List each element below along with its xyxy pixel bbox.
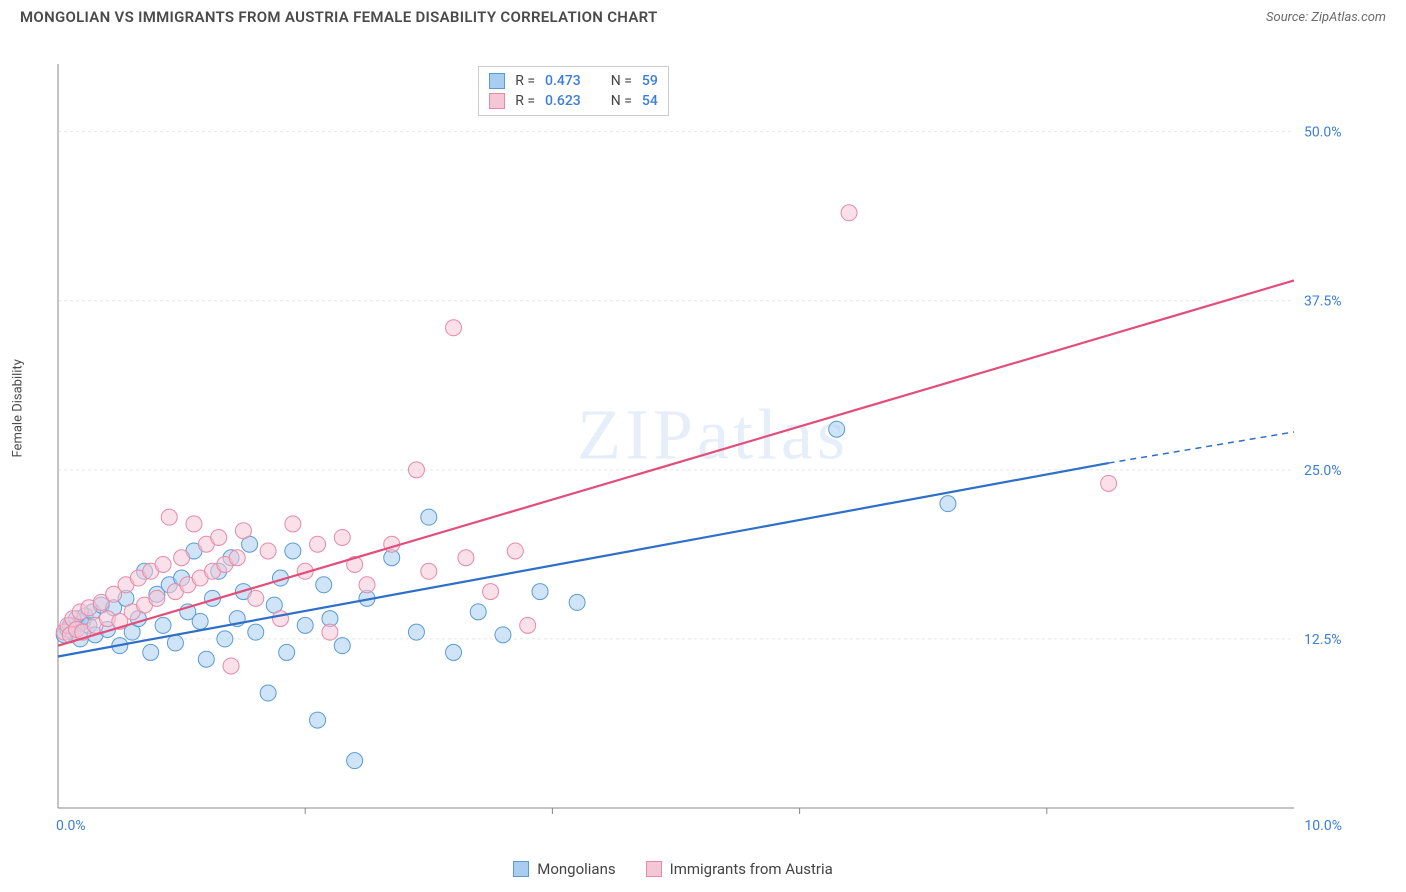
swatch-icon — [489, 73, 505, 89]
legend-label: Immigrants from Austria — [670, 860, 833, 878]
legend-label: Mongolians — [537, 860, 615, 878]
y-axis-label: Female Disability — [11, 359, 26, 457]
svg-text:ZIPatlas: ZIPatlas — [577, 394, 849, 474]
n-value: 59 — [642, 73, 658, 89]
swatch-icon — [646, 861, 662, 877]
legend-item-austria: Immigrants from Austria — [646, 860, 833, 878]
r-label: R = — [515, 93, 535, 109]
swatch-icon — [489, 93, 505, 109]
chart-title: MONGOLIAN VS IMMIGRANTS FROM AUSTRIA FEM… — [20, 8, 658, 26]
svg-text:12.5%: 12.5% — [1304, 632, 1342, 648]
source-attribution: Source: ZipAtlas.com — [1266, 10, 1386, 25]
n-value: 54 — [642, 93, 658, 109]
r-value: 0.473 — [545, 73, 581, 89]
n-label: N = — [611, 73, 632, 89]
swatch-icon — [513, 861, 529, 877]
legend-item-mongolians: Mongolians — [513, 860, 615, 878]
scatter-chart: 12.5% 25.0% 37.5% 50.0% 0.0% 10.0% ZIPatlas — [54, 58, 1354, 848]
stats-row: R = 0.623 N = 54 — [489, 91, 658, 111]
chart-area: 12.5% 25.0% 37.5% 50.0% 0.0% 10.0% ZIPatlas — [54, 58, 1354, 848]
svg-text:0.0%: 0.0% — [56, 818, 86, 834]
stats-legend: R = 0.473 N = 59 R = 0.623 N = 54 — [478, 66, 669, 116]
n-label: N = — [611, 93, 632, 109]
header: MONGOLIAN VS IMMIGRANTS FROM AUSTRIA FEM… — [0, 0, 1406, 30]
svg-text:50.0%: 50.0% — [1304, 125, 1342, 141]
svg-text:25.0%: 25.0% — [1304, 463, 1342, 479]
svg-text:10.0%: 10.0% — [1304, 818, 1342, 834]
r-label: R = — [515, 73, 535, 89]
stats-row: R = 0.473 N = 59 — [489, 71, 658, 91]
bottom-legend: Mongolians Immigrants from Austria — [0, 860, 1346, 878]
svg-text:37.5%: 37.5% — [1304, 294, 1342, 310]
r-value: 0.623 — [545, 93, 581, 109]
